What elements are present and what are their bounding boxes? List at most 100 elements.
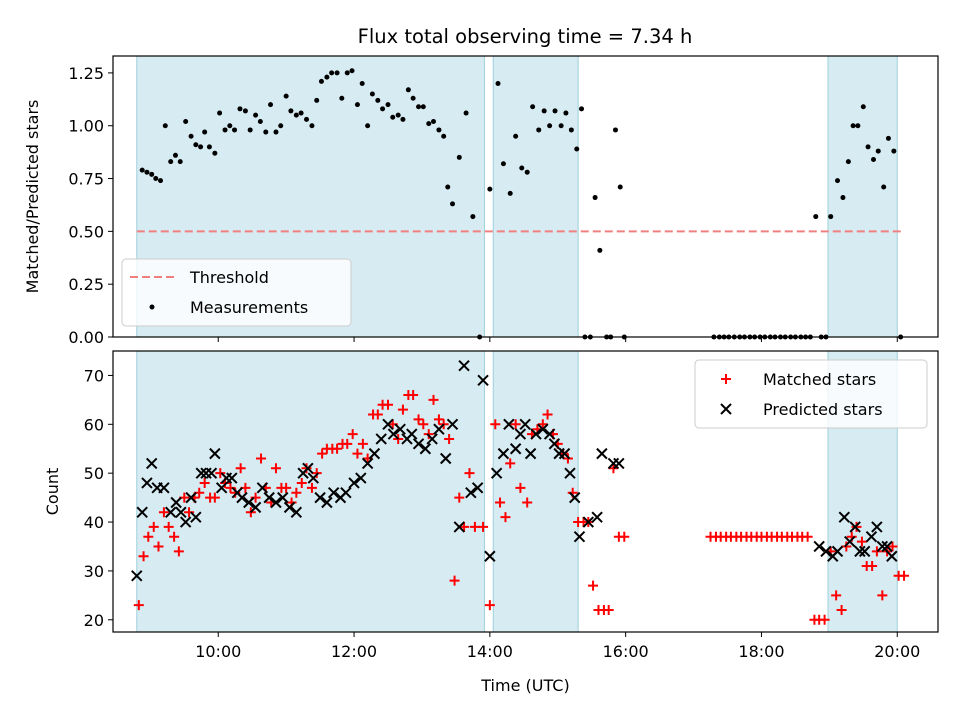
- matched-star-point: [250, 492, 261, 503]
- matched-star-point: [836, 605, 847, 616]
- observing-interval: [136, 350, 485, 633]
- measurement-point: [339, 95, 345, 101]
- matched-star-point: [423, 429, 434, 440]
- measurement-point: [380, 106, 386, 112]
- matched-star-point: [235, 463, 246, 474]
- predicted-star-point: [348, 477, 360, 489]
- plot-frame: [112, 55, 939, 338]
- measurement-point: [870, 157, 876, 163]
- y-axis: 0.00 0.25 0.50 0.75 1.00 1.25: [68, 64, 113, 347]
- measurement-point: [855, 123, 861, 129]
- matched-star-point: [819, 614, 830, 625]
- predicted-star-point: [503, 418, 515, 431]
- data-points: [139, 68, 904, 340]
- y-axis-label: Count: [43, 468, 62, 516]
- matched-star-point: [484, 600, 495, 611]
- matched-star-point: [522, 497, 533, 508]
- measurement-point: [202, 129, 208, 135]
- plot-frame: [112, 350, 939, 633]
- matched-star-point: [169, 531, 180, 542]
- measurement-point: [500, 161, 506, 167]
- measurement-point: [193, 142, 199, 148]
- measurement-point: [253, 112, 259, 118]
- matched-star-point: [856, 536, 867, 547]
- data-points: [131, 359, 910, 625]
- ratio-panel: 0.00 0.25 0.50 0.75 1.00 1.25 Matched/Predict…: [23, 55, 939, 347]
- legend-predicted-label: Predicted stars: [763, 400, 883, 419]
- measurement-point: [298, 110, 304, 116]
- y-tick-label: 0.50: [68, 222, 104, 241]
- matched-star-point: [372, 409, 383, 420]
- predicted-star-point: [509, 443, 522, 455]
- predicted-star-point: [564, 467, 576, 479]
- predicted-star-point: [477, 374, 489, 387]
- measurement-point: [314, 97, 320, 103]
- predicted-star-point: [458, 359, 470, 372]
- predicted-star-point: [256, 482, 269, 494]
- predicted-star-point: [537, 423, 549, 435]
- y-tick-label: 70: [84, 366, 104, 385]
- predicted-star-point: [387, 428, 400, 440]
- matched-star-point: [899, 570, 910, 581]
- predicted-star-point: [215, 482, 228, 494]
- matched-star-point: [138, 551, 149, 562]
- measurement-point: [318, 78, 324, 84]
- matched-star-point: [444, 433, 455, 444]
- matched-star-point: [505, 458, 516, 469]
- matched-star-point: [877, 590, 888, 601]
- legend-predicted-swatch: [720, 403, 732, 415]
- measurement-point: [592, 195, 598, 201]
- matched-star-point: [352, 448, 363, 459]
- y-tick-label: 50: [84, 464, 104, 483]
- figure-title: Flux total observing time = 7.34 h: [358, 25, 693, 48]
- matched-star-point: [428, 394, 439, 405]
- measurement-point: [304, 116, 310, 122]
- predicted-star-point: [582, 516, 595, 528]
- measurement-point: [850, 123, 856, 129]
- matched-star-point: [478, 521, 489, 532]
- measurement-point: [617, 184, 623, 190]
- predicted-star-point: [302, 462, 314, 474]
- measurement-point: [568, 127, 574, 133]
- legend-measurement-swatch: [149, 304, 155, 310]
- predicted-star-point: [412, 438, 425, 450]
- measurement-point: [513, 133, 519, 139]
- measurement-point: [445, 184, 451, 190]
- legend-threshold-label: Threshold: [189, 268, 269, 287]
- y-tick-label: 0.25: [68, 275, 104, 294]
- predicted-star-point: [453, 521, 466, 533]
- matched-star-point: [418, 419, 429, 430]
- matched-star-point: [199, 477, 210, 488]
- measurement-point: [172, 152, 178, 158]
- matched-star-point: [281, 482, 292, 493]
- predicted-star-point: [471, 482, 484, 494]
- measurement-point: [237, 106, 243, 112]
- predicted-star-point: [277, 491, 289, 504]
- measurement-point: [324, 74, 330, 80]
- observing-interval: [492, 350, 579, 633]
- measurement-point: [835, 178, 841, 184]
- predicted-star-point: [249, 501, 262, 514]
- predicted-star-point: [205, 467, 218, 479]
- measurement-point: [273, 129, 279, 135]
- matched-star-point: [619, 531, 630, 542]
- predicted-star-point: [382, 418, 394, 431]
- observing-interval: [827, 55, 898, 338]
- y-axis-label: Matched/Predicted stars: [23, 100, 42, 294]
- predicted-star-point: [131, 570, 143, 582]
- predicted-star-point: [185, 491, 197, 504]
- matched-star-point: [209, 492, 220, 503]
- predicted-star-point: [226, 472, 238, 484]
- x-tick-label: 20:00: [874, 642, 920, 661]
- predicted-star-point: [209, 447, 221, 460]
- matched-star-point: [163, 521, 174, 532]
- predicted-star-point: [849, 521, 861, 533]
- measurement-point: [206, 144, 212, 150]
- y-tick-label: 0.75: [68, 170, 104, 189]
- measurement-point: [153, 176, 159, 182]
- predicted-star-point: [175, 506, 187, 518]
- predicted-star-point: [394, 423, 406, 435]
- x-axis-label: Time (UTC): [480, 676, 569, 695]
- measurement-point: [875, 148, 881, 154]
- predicted-star-point: [158, 482, 170, 494]
